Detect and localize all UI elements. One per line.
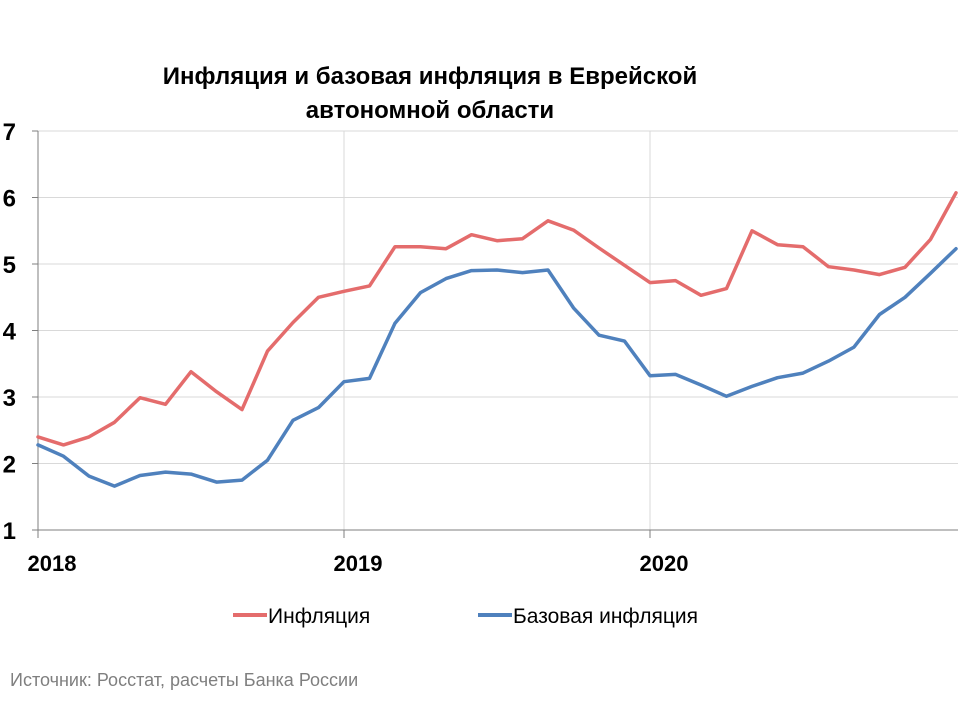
x-tick-label: 2020	[640, 551, 689, 576]
y-tick-label: 3	[3, 385, 16, 412]
x-tick-label: 2019	[334, 551, 383, 576]
chart-title-line-1: Инфляция и базовая инфляция в Еврейской	[163, 63, 697, 90]
chart-title-line-2: автономной области	[306, 97, 554, 124]
grid	[38, 130, 958, 530]
series-line-inflation	[36, 191, 958, 447]
y-axis-ticks: 1 2 3 4 5 6 7	[3, 119, 17, 545]
x-axis-ticks: 2018 2019 2020	[28, 551, 689, 576]
series-line-core-inflation	[36, 246, 958, 488]
y-tick-label: 6	[3, 186, 16, 213]
legend-label-core-inflation: Базовая инфляция	[513, 605, 698, 628]
axes	[32, 130, 958, 538]
source-note: Источник: Росстат, расчеты Банка России	[10, 670, 358, 690]
y-tick-label: 5	[3, 252, 16, 279]
y-tick-label: 1	[3, 518, 16, 545]
series-lines	[36, 191, 958, 488]
y-tick-label: 2	[3, 452, 16, 479]
legend: Инфляция Базовая инфляция	[233, 605, 698, 628]
legend-label-inflation: Инфляция	[268, 605, 370, 628]
x-tick-label: 2018	[28, 551, 77, 576]
y-tick-label: 7	[3, 119, 16, 146]
y-tick-label: 4	[3, 319, 17, 346]
